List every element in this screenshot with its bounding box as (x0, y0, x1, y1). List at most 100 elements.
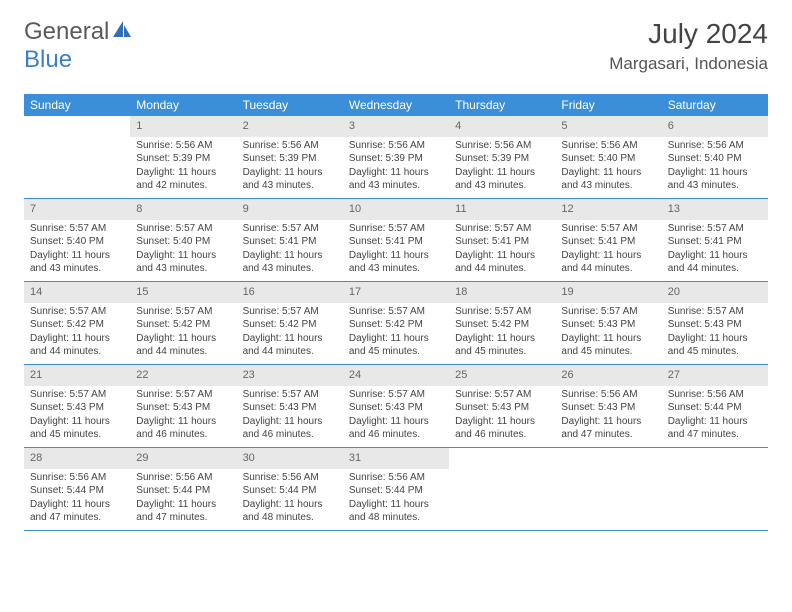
day-number (24, 116, 130, 137)
day-info-line: Sunset: 5:44 PM (136, 484, 230, 498)
day-info-line: Daylight: 11 hours and 43 minutes. (561, 166, 655, 193)
day-body: Sunrise: 5:57 AMSunset: 5:43 PMDaylight:… (449, 386, 555, 446)
day-info-line: Daylight: 11 hours and 47 minutes. (30, 498, 124, 525)
day-info-line: Sunset: 5:39 PM (136, 152, 230, 166)
day-body: Sunrise: 5:57 AMSunset: 5:41 PMDaylight:… (237, 220, 343, 280)
day-info-line: Daylight: 11 hours and 44 minutes. (561, 249, 655, 276)
day-body: Sunrise: 5:56 AMSunset: 5:44 PMDaylight:… (343, 469, 449, 529)
day-info-line: Daylight: 11 hours and 45 minutes. (30, 415, 124, 442)
logo-word-1: General (24, 18, 109, 46)
day-info-line: Daylight: 11 hours and 44 minutes. (668, 249, 762, 276)
day-info-line: Daylight: 11 hours and 47 minutes. (561, 415, 655, 442)
day-number: 7 (24, 199, 130, 220)
day-cell: 8Sunrise: 5:57 AMSunset: 5:40 PMDaylight… (130, 199, 236, 281)
weekday-header-cell: Saturday (662, 94, 768, 116)
day-body: Sunrise: 5:56 AMSunset: 5:44 PMDaylight:… (662, 386, 768, 446)
day-body: Sunrise: 5:56 AMSunset: 5:44 PMDaylight:… (237, 469, 343, 529)
day-info-line: Sunset: 5:43 PM (30, 401, 124, 415)
day-number: 18 (449, 282, 555, 303)
day-body: Sunrise: 5:56 AMSunset: 5:39 PMDaylight:… (343, 137, 449, 197)
day-cell: 18Sunrise: 5:57 AMSunset: 5:42 PMDayligh… (449, 282, 555, 364)
day-body: Sunrise: 5:57 AMSunset: 5:43 PMDaylight:… (662, 303, 768, 363)
day-body (24, 137, 130, 143)
day-info-line: Daylight: 11 hours and 43 minutes. (455, 166, 549, 193)
page-header: General July 2024 Margasari, Indonesia (0, 0, 792, 86)
day-info-line: Sunrise: 5:56 AM (455, 139, 549, 153)
day-body: Sunrise: 5:57 AMSunset: 5:43 PMDaylight:… (24, 386, 130, 446)
day-info-line: Daylight: 11 hours and 44 minutes. (455, 249, 549, 276)
day-cell: 9Sunrise: 5:57 AMSunset: 5:41 PMDaylight… (237, 199, 343, 281)
day-cell (662, 448, 768, 530)
day-info-line: Sunrise: 5:56 AM (243, 471, 337, 485)
day-info-line: Sunrise: 5:56 AM (349, 139, 443, 153)
day-info-line: Sunrise: 5:57 AM (668, 305, 762, 319)
day-info-line: Sunset: 5:44 PM (668, 401, 762, 415)
day-cell: 20Sunrise: 5:57 AMSunset: 5:43 PMDayligh… (662, 282, 768, 364)
day-info-line: Sunrise: 5:56 AM (561, 139, 655, 153)
day-cell (449, 448, 555, 530)
day-info-line: Sunrise: 5:57 AM (136, 388, 230, 402)
day-number: 31 (343, 448, 449, 469)
day-info-line: Sunrise: 5:57 AM (243, 305, 337, 319)
day-body: Sunrise: 5:56 AMSunset: 5:39 PMDaylight:… (237, 137, 343, 197)
day-info-line: Sunset: 5:40 PM (30, 235, 124, 249)
day-body: Sunrise: 5:57 AMSunset: 5:43 PMDaylight:… (130, 386, 236, 446)
day-number: 15 (130, 282, 236, 303)
day-number: 12 (555, 199, 661, 220)
day-number: 3 (343, 116, 449, 137)
day-cell: 14Sunrise: 5:57 AMSunset: 5:42 PMDayligh… (24, 282, 130, 364)
day-body: Sunrise: 5:57 AMSunset: 5:41 PMDaylight:… (555, 220, 661, 280)
day-info-line: Sunset: 5:44 PM (349, 484, 443, 498)
day-info-line: Daylight: 11 hours and 45 minutes. (349, 332, 443, 359)
day-info-line: Sunrise: 5:57 AM (349, 222, 443, 236)
day-body: Sunrise: 5:57 AMSunset: 5:41 PMDaylight:… (662, 220, 768, 280)
day-body: Sunrise: 5:56 AMSunset: 5:44 PMDaylight:… (130, 469, 236, 529)
day-cell: 5Sunrise: 5:56 AMSunset: 5:40 PMDaylight… (555, 116, 661, 198)
day-info-line: Daylight: 11 hours and 45 minutes. (561, 332, 655, 359)
day-info-line: Sunrise: 5:56 AM (668, 139, 762, 153)
week-row: 14Sunrise: 5:57 AMSunset: 5:42 PMDayligh… (24, 282, 768, 365)
day-body: Sunrise: 5:56 AMSunset: 5:40 PMDaylight:… (555, 137, 661, 197)
day-number: 10 (343, 199, 449, 220)
day-cell: 17Sunrise: 5:57 AMSunset: 5:42 PMDayligh… (343, 282, 449, 364)
day-info-line: Sunset: 5:43 PM (455, 401, 549, 415)
day-info-line: Sunset: 5:40 PM (668, 152, 762, 166)
day-number (555, 448, 661, 469)
day-number: 24 (343, 365, 449, 386)
weekday-header-cell: Monday (130, 94, 236, 116)
day-info-line: Sunrise: 5:57 AM (455, 305, 549, 319)
day-info-line: Sunrise: 5:57 AM (455, 222, 549, 236)
day-body: Sunrise: 5:56 AMSunset: 5:43 PMDaylight:… (555, 386, 661, 446)
day-info-line: Sunrise: 5:56 AM (243, 139, 337, 153)
day-number: 14 (24, 282, 130, 303)
day-body: Sunrise: 5:57 AMSunset: 5:41 PMDaylight:… (343, 220, 449, 280)
day-info-line: Sunrise: 5:56 AM (136, 471, 230, 485)
day-info-line: Sunset: 5:43 PM (349, 401, 443, 415)
day-cell: 19Sunrise: 5:57 AMSunset: 5:43 PMDayligh… (555, 282, 661, 364)
day-cell: 6Sunrise: 5:56 AMSunset: 5:40 PMDaylight… (662, 116, 768, 198)
day-info-line: Sunrise: 5:57 AM (668, 222, 762, 236)
day-number: 23 (237, 365, 343, 386)
weekday-header-row: SundayMondayTuesdayWednesdayThursdayFrid… (24, 94, 768, 116)
day-info-line: Sunset: 5:42 PM (349, 318, 443, 332)
location-label: Margasari, Indonesia (609, 54, 768, 74)
weekday-header-cell: Sunday (24, 94, 130, 116)
day-body: Sunrise: 5:57 AMSunset: 5:43 PMDaylight:… (343, 386, 449, 446)
day-info-line: Daylight: 11 hours and 42 minutes. (136, 166, 230, 193)
day-info-line: Sunrise: 5:56 AM (349, 471, 443, 485)
day-info-line: Daylight: 11 hours and 47 minutes. (136, 498, 230, 525)
day-info-line: Daylight: 11 hours and 43 minutes. (349, 249, 443, 276)
day-number: 8 (130, 199, 236, 220)
day-body: Sunrise: 5:57 AMSunset: 5:43 PMDaylight:… (237, 386, 343, 446)
day-number (449, 448, 555, 469)
day-cell: 10Sunrise: 5:57 AMSunset: 5:41 PMDayligh… (343, 199, 449, 281)
weekday-header-cell: Thursday (449, 94, 555, 116)
day-body: Sunrise: 5:57 AMSunset: 5:42 PMDaylight:… (343, 303, 449, 363)
week-row: 28Sunrise: 5:56 AMSunset: 5:44 PMDayligh… (24, 448, 768, 531)
day-info-line: Sunset: 5:43 PM (136, 401, 230, 415)
day-body: Sunrise: 5:56 AMSunset: 5:39 PMDaylight:… (130, 137, 236, 197)
day-info-line: Sunrise: 5:57 AM (561, 222, 655, 236)
day-number (662, 448, 768, 469)
day-cell: 1Sunrise: 5:56 AMSunset: 5:39 PMDaylight… (130, 116, 236, 198)
day-cell: 7Sunrise: 5:57 AMSunset: 5:40 PMDaylight… (24, 199, 130, 281)
